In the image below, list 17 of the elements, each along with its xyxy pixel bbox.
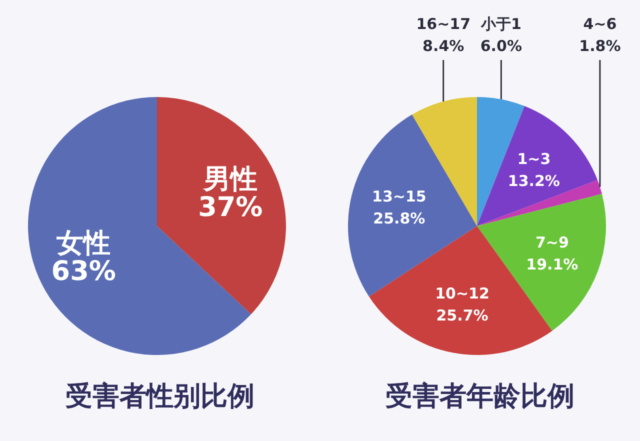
data-label: 25.8% [373,210,426,228]
slice-label: 7~9 [535,233,569,252]
data-label: 6.0% [480,37,522,55]
data-label: 13.2% [508,172,560,190]
data-label: 19.1% [526,255,578,274]
slice-label: 4~6 [583,15,617,33]
text: 受害者年龄比例 [386,381,574,412]
slice-label: 小于1 [480,15,522,33]
slice-label: 16~17 [416,15,471,33]
slice-label: 13~15 [372,188,426,206]
pie-slice [477,106,598,226]
slice-label: 1~3 [517,150,551,168]
text: 受害者性别比例 [66,381,254,412]
slice-label: 10~12 [435,284,490,303]
data-label: 1.8% [579,37,621,55]
data-label: 25.7% [436,306,488,325]
data-label: 8.4% [422,37,464,55]
